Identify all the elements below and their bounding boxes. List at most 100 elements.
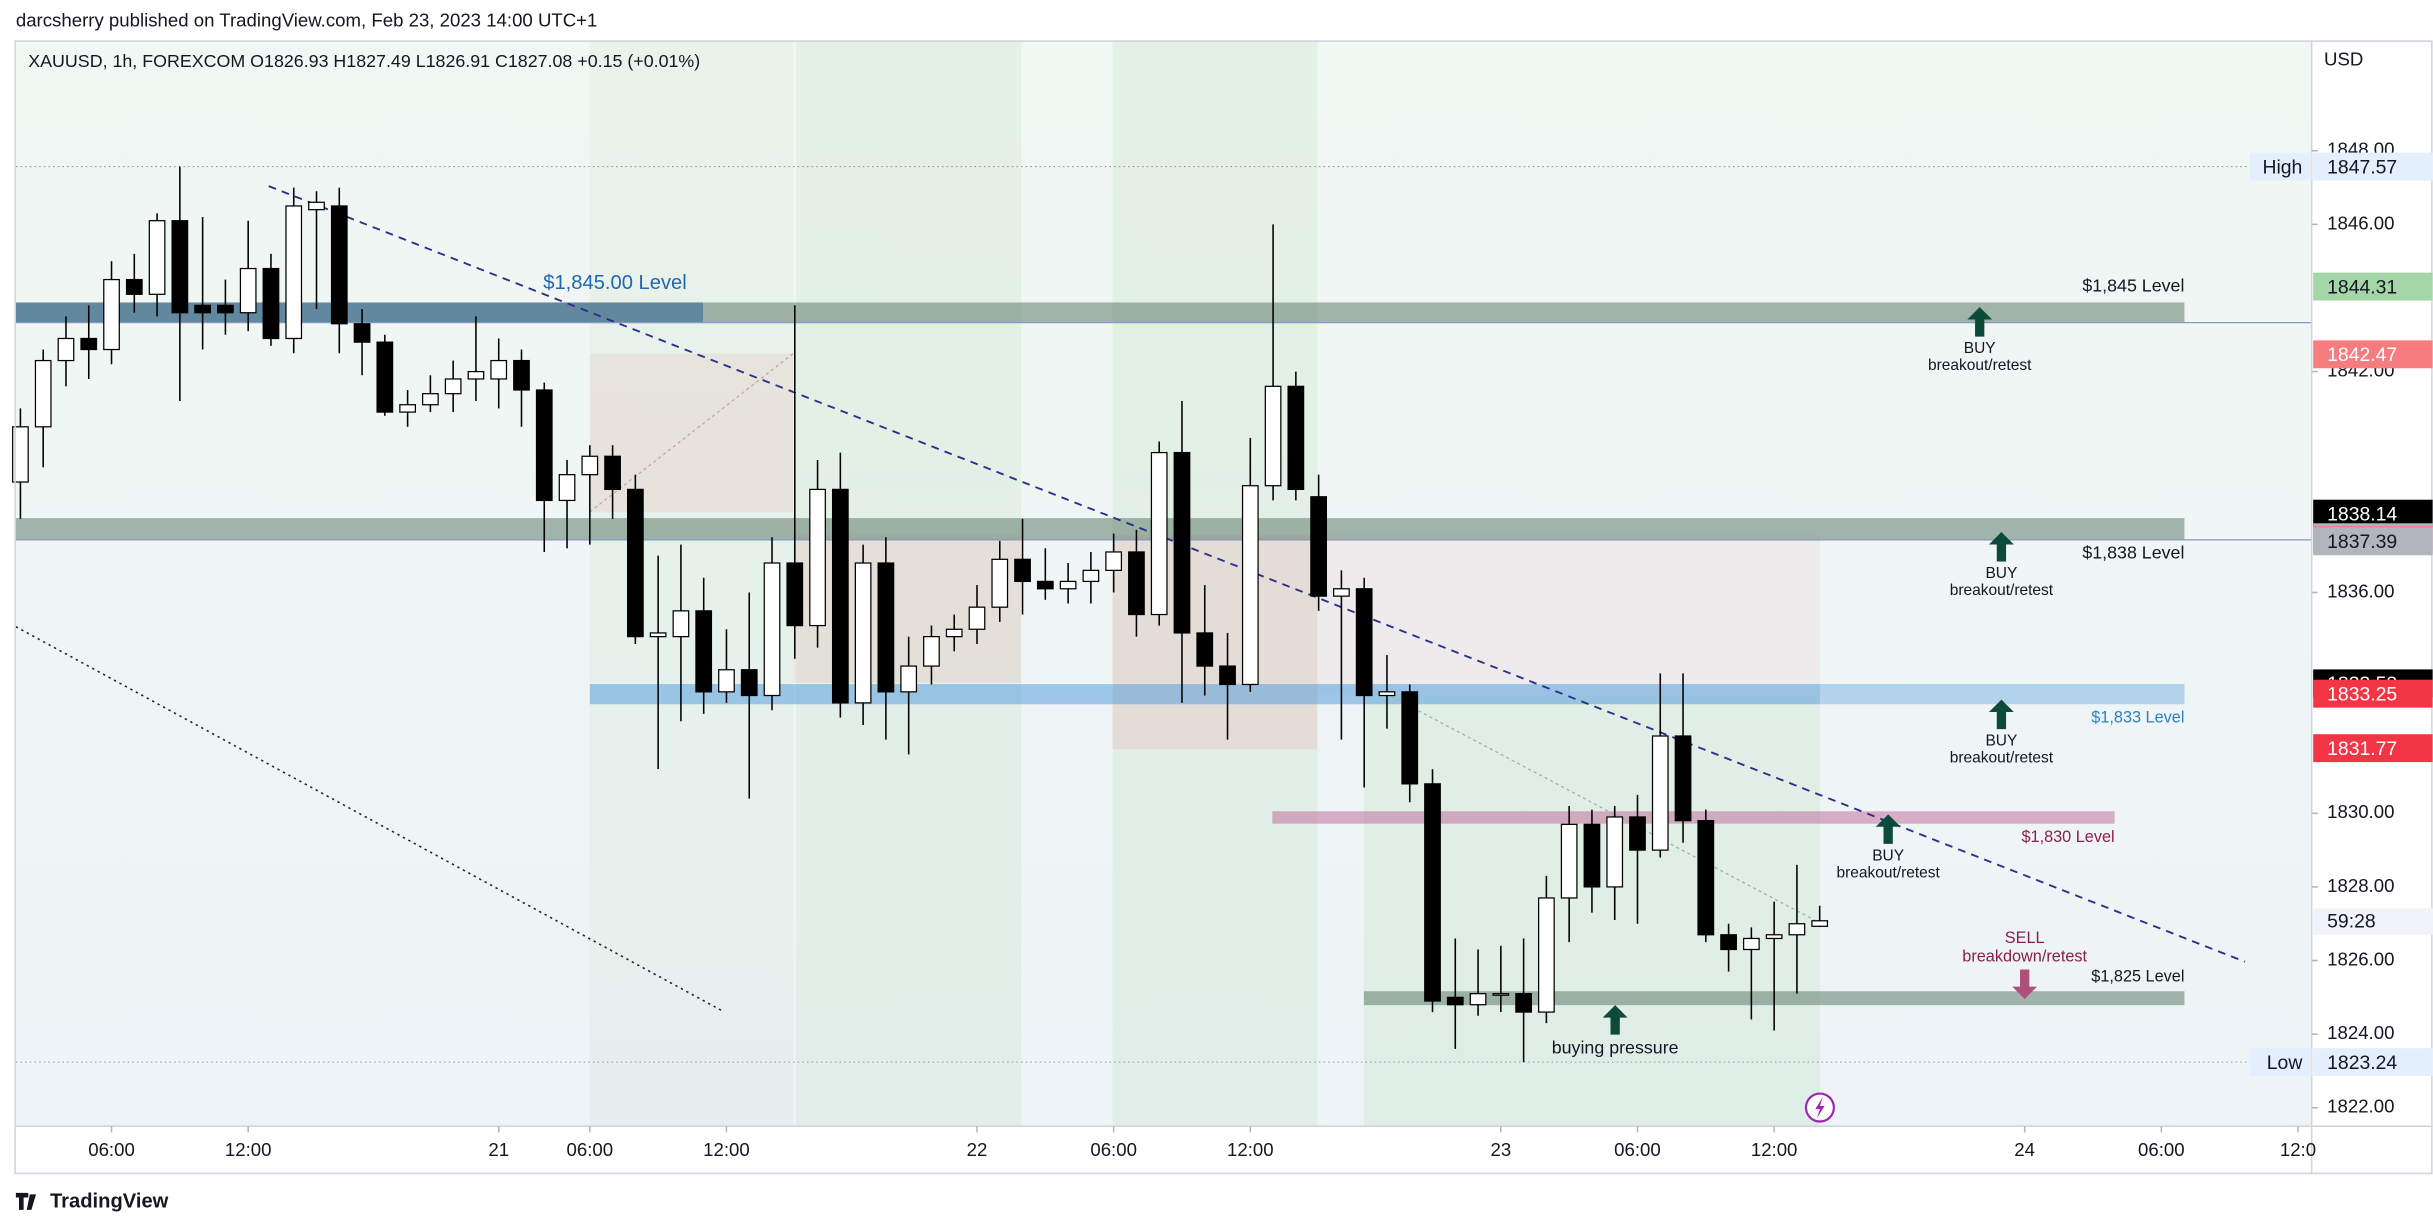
- candle-body: [1697, 820, 1715, 936]
- annotation: $1,825 Level: [2091, 968, 2184, 986]
- candle-body: [34, 359, 52, 428]
- candle-body: [1583, 823, 1601, 888]
- candle-body: [1742, 937, 1760, 951]
- candle-body: [877, 562, 895, 693]
- candle-body: [194, 304, 212, 314]
- candle-body: [422, 393, 439, 406]
- price-marker: [2313, 734, 2433, 763]
- price-marker: [2313, 340, 2433, 369]
- candle-body: [308, 201, 325, 211]
- candle-body: [535, 389, 553, 502]
- candle-body: [1105, 551, 1123, 571]
- candle-body: [809, 488, 826, 627]
- price-marker-label: 1838.14: [2327, 503, 2397, 525]
- candle-body: [763, 562, 781, 697]
- candle-body: [1219, 665, 1236, 686]
- candle-body: [1811, 920, 1829, 927]
- risk-zone: [793, 535, 1022, 683]
- candle-body: [604, 455, 621, 491]
- annotation: $1,845 Level: [2082, 276, 2184, 296]
- session-zone: [589, 40, 794, 1127]
- brand-logo: [15, 1192, 37, 1210]
- candle-body: [1287, 385, 1305, 491]
- legend: XAUUSD, 1h, FOREXCOM O1826.93 H1827.49 L…: [28, 51, 700, 71]
- x-tick-label: 24: [2014, 1139, 2035, 1160]
- price-tag-box: [2249, 152, 2312, 181]
- x-tick-label: 23: [1490, 1139, 1511, 1160]
- level-band: [15, 518, 2185, 540]
- candle-body: [1333, 588, 1350, 597]
- candle-body: [854, 562, 872, 704]
- candle-body: [353, 323, 371, 343]
- candle-body: [740, 669, 758, 697]
- price-marker: [2313, 272, 2433, 301]
- candle-body: [444, 378, 462, 395]
- candle-body: [1424, 783, 1441, 1002]
- countdown: 59:28: [2327, 910, 2376, 932]
- candle-body: [376, 341, 394, 413]
- signal-text: breakout/retest: [1950, 582, 2054, 599]
- y-tick-label: 1846.00: [2327, 212, 2394, 233]
- candle-body: [1128, 551, 1145, 616]
- annotation: buying pressure: [1552, 1037, 1679, 1057]
- risk-zone: [1317, 535, 1820, 695]
- candle-body: [262, 267, 280, 340]
- candle-body: [1674, 735, 1692, 822]
- candle-body: [718, 669, 735, 693]
- y-tick-label: 1828.00: [2327, 875, 2394, 896]
- signal-text: breakout/retest: [1950, 750, 2054, 767]
- price-marker-label: 1847.57: [2327, 156, 2397, 178]
- arrow: [1602, 1005, 1628, 1035]
- x-tick-label: 06:00: [1090, 1139, 1137, 1160]
- risk-zone: [1112, 535, 1318, 750]
- candle-body: [672, 610, 690, 638]
- signal-side: SELL: [2005, 929, 2045, 947]
- annotation: $1,833 Level: [2091, 709, 2184, 727]
- candle-body: [330, 205, 348, 325]
- x-tick-label: 12:00: [225, 1139, 272, 1160]
- candle-body: [786, 562, 804, 627]
- x-tick-label: 22: [967, 1139, 988, 1160]
- candle-body: [1036, 580, 1054, 590]
- currency: USD: [2324, 48, 2363, 69]
- price-axis: [2311, 40, 2433, 1175]
- candle-body: [1355, 588, 1373, 697]
- candle-body: [1378, 691, 1396, 697]
- y-tick-label: 1826.00: [2327, 948, 2394, 969]
- y-tick-label: 1824.00: [2327, 1022, 2394, 1043]
- annotation: $1,845.00 Level: [543, 272, 686, 294]
- candle-body: [1401, 691, 1419, 785]
- risk-zone: [589, 353, 794, 512]
- price-marker: [2313, 679, 2433, 708]
- x-tick-label: 21: [488, 1139, 509, 1160]
- candle-body: [1264, 385, 1282, 487]
- signal-side: BUY: [1964, 340, 1996, 357]
- signal-side: BUY: [1872, 847, 1904, 864]
- candle-body: [467, 370, 485, 380]
- annotation: $1,838 Level: [2082, 542, 2184, 562]
- header: darcsherry published on TradingView.com,…: [16, 10, 598, 31]
- price-marker: [2313, 152, 2433, 181]
- candle-body: [626, 488, 644, 638]
- candle-body: [558, 474, 576, 502]
- level-band: [1272, 811, 2115, 824]
- x-tick-label: 12:00: [1227, 1139, 1274, 1160]
- y-tick-label: 1830.00: [2327, 801, 2394, 822]
- annotation: $1,830 Level: [2021, 828, 2114, 846]
- x-tick-label: 06:00: [567, 1139, 614, 1160]
- candle-body: [285, 205, 303, 340]
- candle-body: [1446, 996, 1464, 1006]
- trend-line: [1385, 692, 1821, 924]
- candle-body: [831, 488, 849, 704]
- candle-body: [900, 665, 918, 693]
- signal-text: breakdown/retest: [1962, 947, 2087, 965]
- candle-body: [12, 426, 29, 483]
- price-marker-label: 1837.39: [2327, 531, 2397, 553]
- arrow: [1988, 532, 2014, 562]
- candle-body: [1606, 816, 1624, 888]
- candle-body: [695, 610, 713, 693]
- candle-body: [217, 304, 234, 314]
- alert-icon: [1815, 1096, 1825, 1119]
